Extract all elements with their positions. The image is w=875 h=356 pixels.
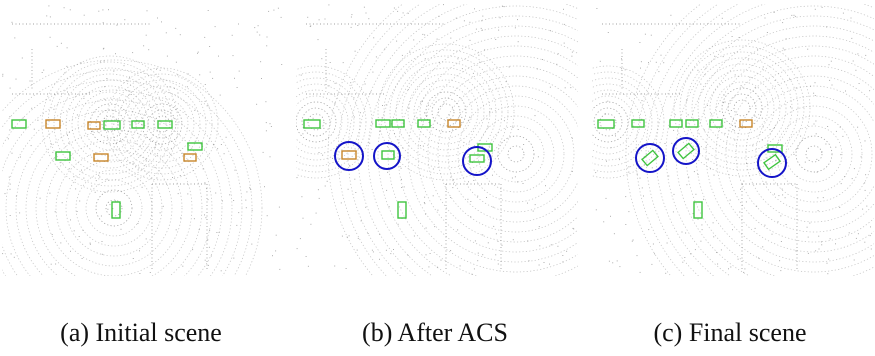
highlight-circle <box>757 148 787 178</box>
box-pred <box>303 119 321 129</box>
lidar-scene-final <box>592 4 874 276</box>
box-pred <box>45 119 61 129</box>
box-pred <box>87 121 101 130</box>
highlight-circle <box>334 141 364 171</box>
box-pred <box>111 201 121 219</box>
highlight-circle <box>373 142 401 170</box>
box-pred <box>417 119 431 128</box>
box-pred <box>381 150 395 160</box>
box-pred <box>183 153 197 162</box>
box-pred <box>597 119 615 129</box>
box-pred <box>55 151 71 161</box>
lidar-scene-after-acs <box>296 4 578 276</box>
point-cloud-b <box>296 4 578 276</box>
bounding-boxes-b <box>303 119 493 219</box>
box-pred <box>693 201 703 219</box>
caption-final-scene: (c) Final scene <box>653 318 807 347</box>
box-pred <box>669 119 683 128</box>
box-pred <box>131 120 145 129</box>
box-pred <box>709 119 723 128</box>
box-pred <box>447 119 461 128</box>
highlight-circle <box>672 137 700 165</box>
lidar-plot-c <box>592 4 874 276</box>
box-pred <box>187 142 203 151</box>
box-pred <box>103 120 121 130</box>
caption-initial-scene: (a) Initial scene <box>60 318 222 347</box>
box-pred <box>93 153 109 162</box>
box-pred <box>397 201 407 219</box>
point-cloud-c <box>592 4 874 276</box>
point-cloud-a <box>2 5 283 276</box>
box-pred <box>631 119 645 128</box>
lidar-plot-b <box>296 4 578 276</box>
box-pred <box>767 144 783 153</box>
box-pred <box>739 119 753 128</box>
box-pred <box>341 150 357 160</box>
highlight-circle <box>462 146 492 176</box>
box-pred <box>11 119 27 129</box>
box-pred <box>375 119 391 128</box>
bounding-boxes-a <box>11 119 203 219</box>
bounding-boxes-c <box>597 119 787 219</box>
lidar-scene-initial <box>2 4 284 276</box>
box-pred <box>391 119 405 128</box>
box-pred <box>685 119 699 128</box>
box-pred <box>641 149 659 167</box>
box-pred <box>762 153 782 171</box>
box-pred <box>677 142 695 160</box>
caption-after-acs: (b) After ACS <box>362 318 508 347</box>
box-pred <box>157 120 173 129</box>
lidar-plot-a <box>2 5 283 276</box>
box-pred <box>469 154 485 163</box>
highlight-circle <box>635 143 665 173</box>
